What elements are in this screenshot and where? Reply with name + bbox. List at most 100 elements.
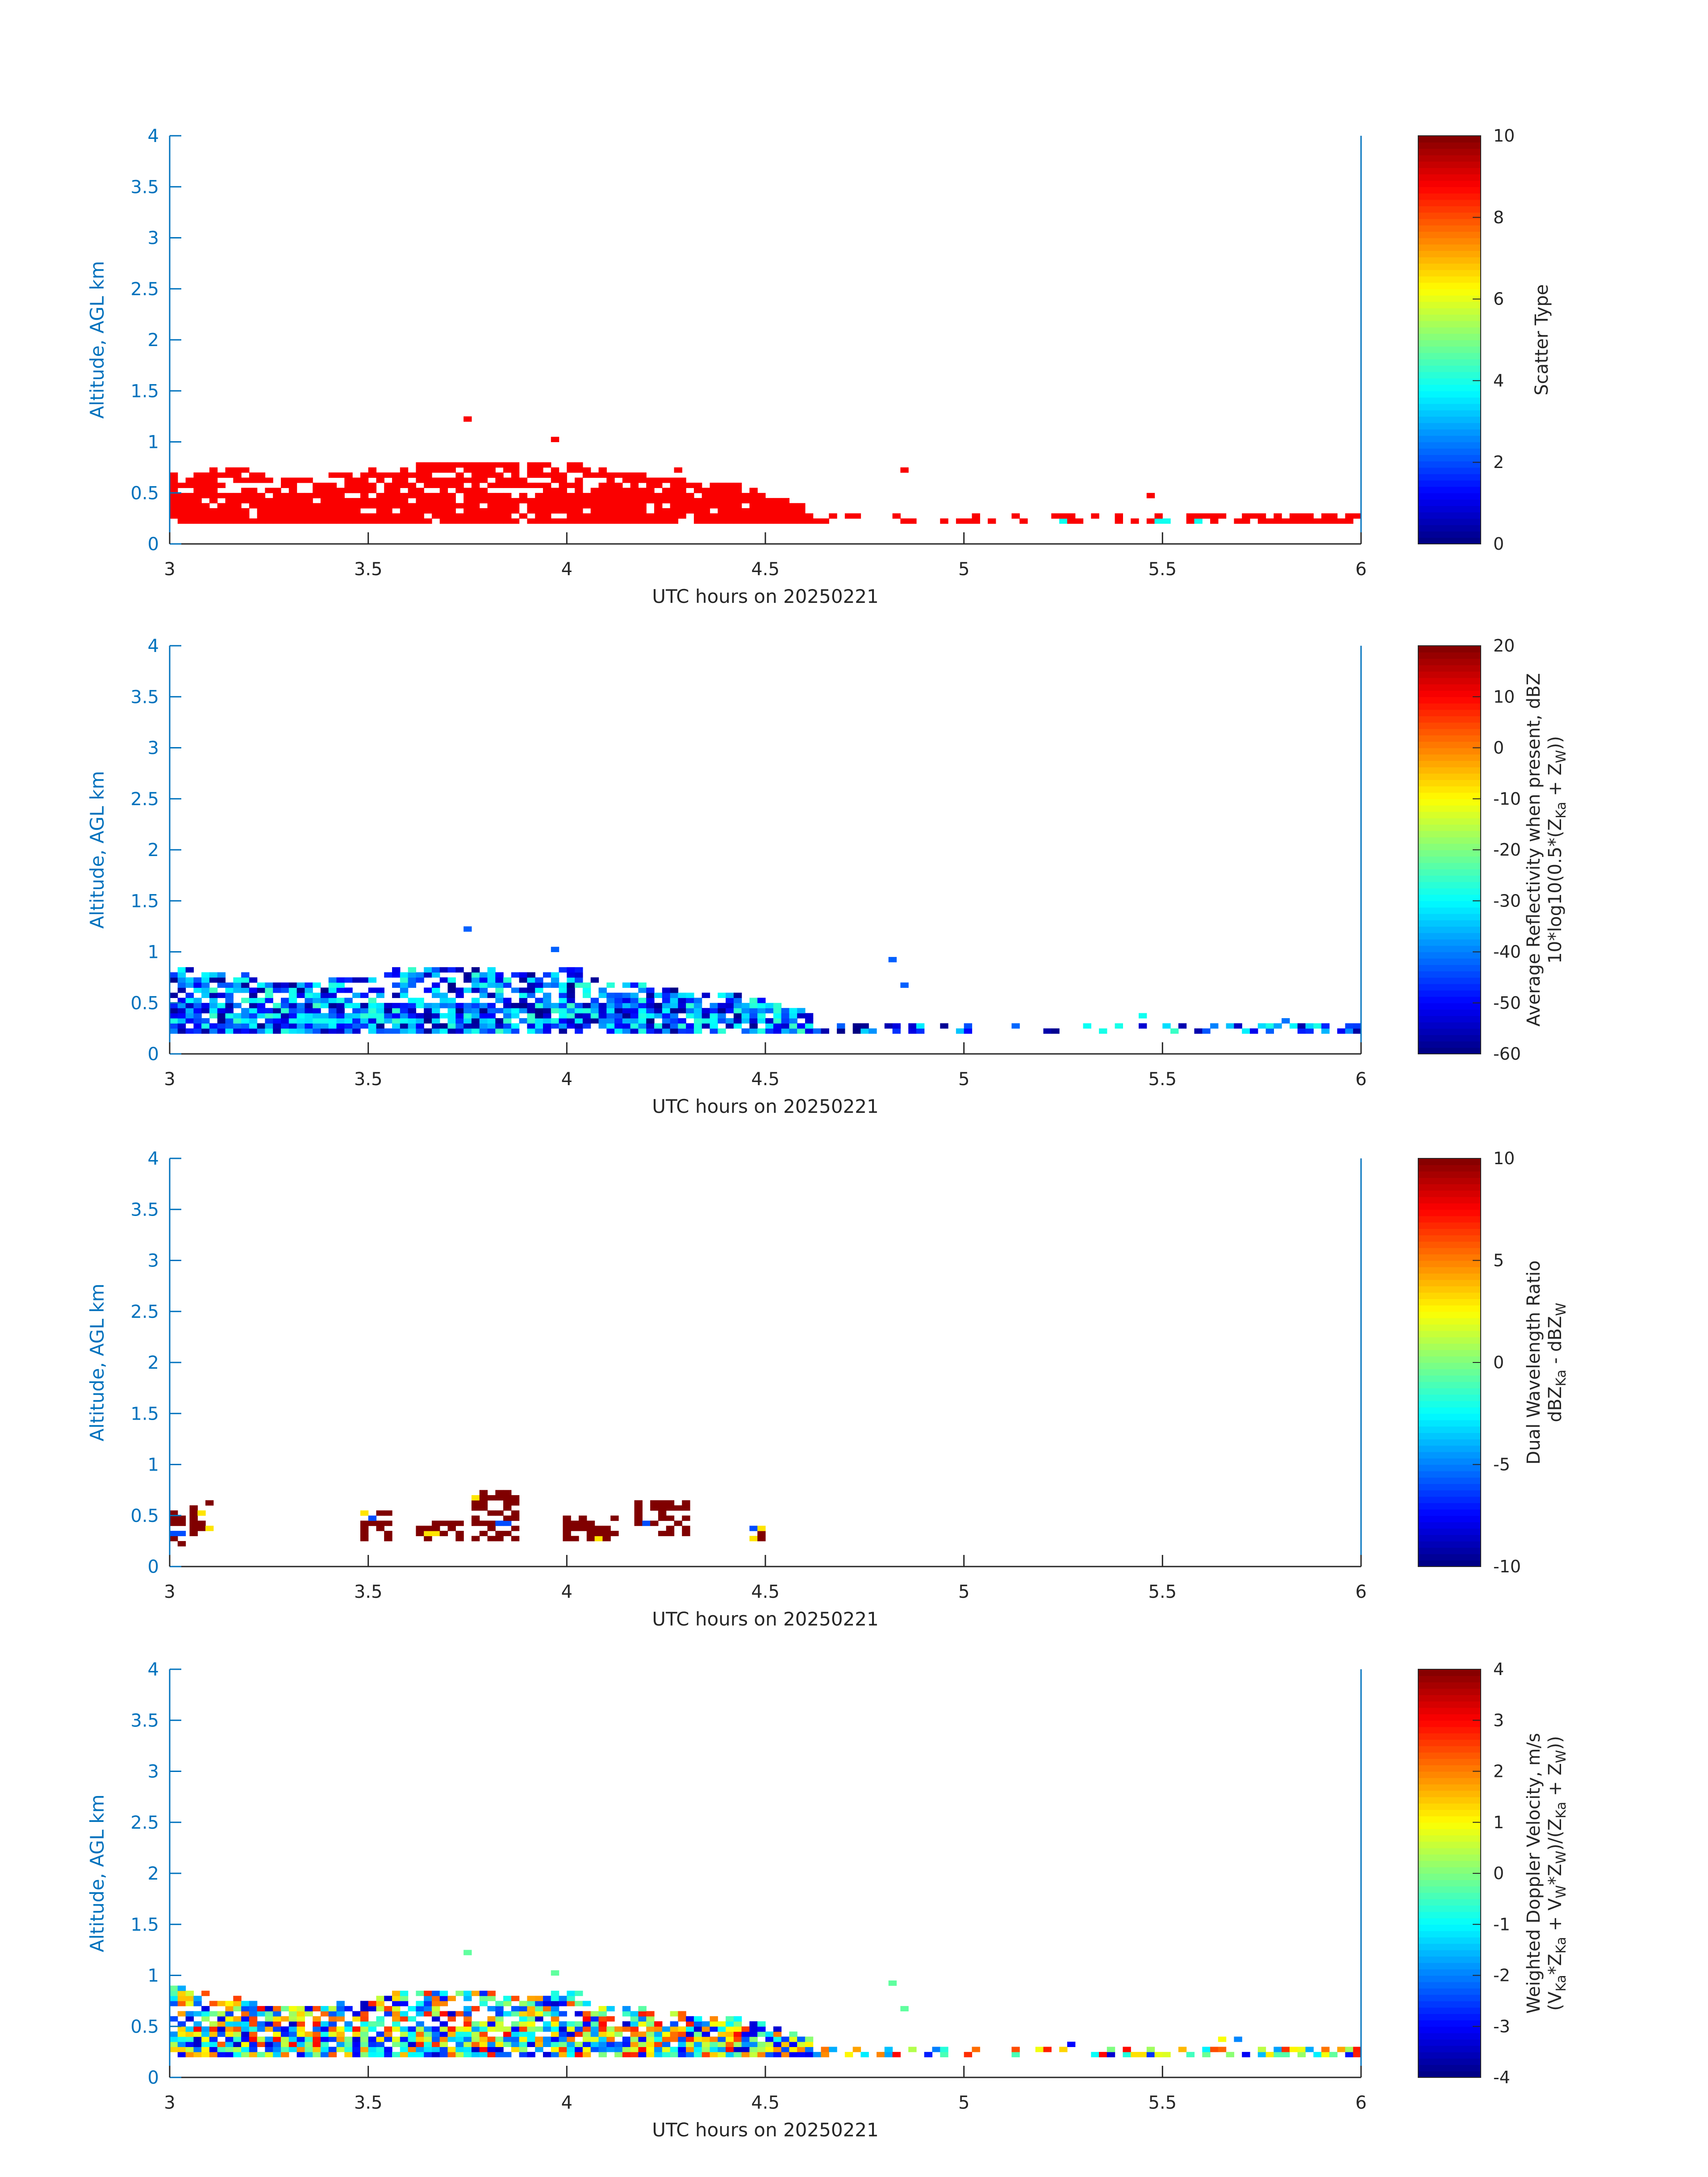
heatmap-cell	[281, 1023, 289, 1029]
heatmap-cell	[392, 982, 401, 988]
heatmap-cell	[487, 513, 496, 519]
heatmap-cell	[344, 513, 353, 519]
heatmap-cell	[384, 482, 393, 488]
heatmap-cell	[559, 2001, 567, 2006]
heatmap-cell	[305, 2042, 313, 2047]
heatmap-cell	[1043, 2047, 1052, 2052]
heatmap-cell	[726, 1008, 734, 1014]
colorbar-segment	[1418, 850, 1481, 857]
x-tick-label: 5.5	[1148, 1069, 1177, 1090]
heatmap-cell	[642, 1521, 651, 1526]
heatmap-cell	[177, 2036, 186, 2042]
heatmap-cell	[654, 508, 663, 514]
heatmap-cell	[487, 482, 496, 488]
heatmap-cell	[551, 472, 560, 478]
heatmap-cell	[249, 2026, 258, 2032]
heatmap-cell	[511, 482, 520, 488]
heatmap-cell	[622, 2021, 631, 2027]
heatmap-cell	[590, 472, 599, 478]
heatmap-cell	[487, 467, 496, 473]
heatmap-cell	[257, 2036, 266, 2042]
heatmap-cell	[741, 2047, 750, 2052]
heatmap-cell	[511, 1495, 520, 1501]
heatmap-cell	[177, 2011, 186, 2017]
heatmap-cell	[582, 2011, 591, 2017]
heatmap-cell	[852, 1023, 861, 1029]
heatmap-cell	[813, 518, 822, 524]
heatmap-cell	[257, 503, 266, 509]
heatmap-cell	[209, 992, 218, 998]
heatmap-cell	[693, 2052, 702, 2057]
heatmap-cell	[773, 1013, 782, 1019]
heatmap-cell	[392, 1018, 401, 1024]
heatmap-cell	[288, 508, 297, 514]
heatmap-cell	[1297, 2047, 1306, 2052]
heatmap-cell	[487, 972, 496, 978]
heatmap-cell	[1051, 1028, 1060, 1034]
heatmap-cell	[265, 2047, 273, 2052]
heatmap-cell	[527, 462, 535, 468]
heatmap-cell	[575, 1990, 583, 1996]
heatmap-cell	[217, 992, 226, 998]
heatmap-cell	[424, 967, 432, 973]
heatmap-cell	[336, 2047, 345, 2052]
colorbar-segment	[1418, 1777, 1481, 1784]
heatmap-cell	[702, 513, 710, 519]
heatmap-cell	[241, 998, 250, 1003]
heatmap-cell	[1139, 2052, 1147, 2057]
heatmap-cell	[733, 1018, 742, 1024]
y-tick-label: 2.5	[130, 1302, 159, 1322]
heatmap-cell	[471, 2006, 480, 2012]
heatmap-cell	[1321, 2047, 1330, 2052]
heatmap-cell	[1210, 2047, 1219, 2052]
colorbar-tick-label: -3	[1493, 2017, 1510, 2036]
heatmap-cell	[416, 462, 424, 468]
heatmap-cell	[416, 2006, 424, 2012]
heatmap-cell	[288, 513, 297, 519]
heatmap-cell	[432, 477, 440, 483]
heatmap-cell	[789, 1013, 798, 1019]
colorbar-segment	[1418, 971, 1481, 978]
heatmap-cell	[400, 1990, 409, 1996]
heatmap-cell	[567, 2042, 575, 2047]
colorbar-segment	[1418, 1720, 1481, 1727]
heatmap-cell	[201, 2052, 210, 2057]
heatmap-cell	[630, 1028, 639, 1034]
colorbar-segment	[1418, 1771, 1481, 1778]
heatmap-cell	[1345, 2052, 1353, 2057]
heatmap-cell	[519, 2001, 527, 2006]
heatmap-cell	[249, 1023, 258, 1029]
heatmap-cell	[265, 1028, 273, 1034]
heatmap-cell	[511, 472, 520, 478]
heatmap-cell	[956, 1028, 965, 1034]
heatmap-cell	[559, 503, 567, 509]
heatmap-cell	[479, 1490, 488, 1496]
colorbar-segment	[1418, 333, 1481, 340]
heatmap-cell	[535, 2042, 543, 2047]
heatmap-cell	[225, 998, 234, 1003]
colorbar-tick-label: -30	[1493, 891, 1521, 911]
colorbar-segment	[1418, 1451, 1481, 1459]
heatmap-cell	[567, 1008, 575, 1014]
heatmap-cell	[209, 2052, 218, 2057]
heatmap-cell	[464, 1003, 472, 1008]
heatmap-cell	[249, 2031, 258, 2037]
heatmap-cell	[805, 2047, 814, 2052]
heatmap-cell	[884, 1023, 893, 1029]
heatmap-cell	[908, 518, 917, 524]
heatmap-cell	[511, 1996, 520, 2002]
heatmap-cell	[241, 2042, 250, 2047]
heatmap-cell	[336, 1018, 345, 1024]
heatmap-cell	[193, 1996, 202, 2002]
colorbar-tick-label: -40	[1493, 942, 1521, 962]
heatmap-cell	[622, 2042, 631, 2047]
heatmap-cell	[614, 518, 623, 524]
heatmap-cell	[519, 493, 527, 498]
heatmap-cell	[852, 2047, 861, 2052]
heatmap-cell	[201, 972, 210, 978]
heatmap-cell	[710, 2036, 718, 2042]
colorbar-segment	[1418, 1503, 1481, 1510]
heatmap-cell	[479, 477, 488, 483]
